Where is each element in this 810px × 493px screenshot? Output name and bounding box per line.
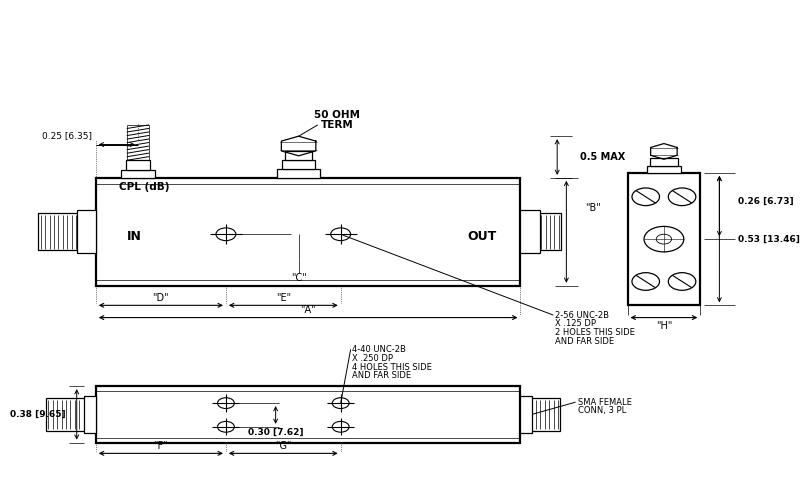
Text: X .125 DP: X .125 DP <box>555 319 596 328</box>
Text: 4 HOLES THIS SIDE: 4 HOLES THIS SIDE <box>352 362 432 372</box>
Bar <box>126 160 150 170</box>
Text: 0.26 [6.73]: 0.26 [6.73] <box>739 197 794 206</box>
Text: TERM: TERM <box>321 120 353 130</box>
Bar <box>282 160 315 169</box>
Bar <box>96 386 521 443</box>
Bar <box>277 169 320 178</box>
Bar <box>127 125 149 160</box>
Text: "E": "E" <box>275 293 291 303</box>
Bar <box>650 158 678 166</box>
Text: IN: IN <box>126 230 141 243</box>
Text: "C": "C" <box>291 273 306 283</box>
Text: 2-56 UNC-2B: 2-56 UNC-2B <box>555 311 609 319</box>
Bar <box>628 173 701 305</box>
Text: AND FAR SIDE: AND FAR SIDE <box>555 337 614 346</box>
Text: 0.30 [7.62]: 0.30 [7.62] <box>248 428 304 437</box>
Bar <box>521 213 561 250</box>
Text: AND FAR SIDE: AND FAR SIDE <box>352 371 411 381</box>
Text: 0.38 [9.65]: 0.38 [9.65] <box>10 410 66 419</box>
Text: "D": "D" <box>152 293 169 303</box>
Text: CONN, 3 PL: CONN, 3 PL <box>578 406 626 416</box>
Bar <box>647 166 680 173</box>
Text: SMA FEMALE: SMA FEMALE <box>578 398 632 407</box>
Bar <box>122 170 155 178</box>
Text: OUT: OUT <box>467 230 497 243</box>
Text: "G": "G" <box>275 441 292 451</box>
Bar <box>521 210 539 253</box>
Text: "B": "B" <box>586 203 601 213</box>
Text: "H": "H" <box>656 321 672 331</box>
Bar <box>77 210 96 253</box>
Bar <box>84 396 96 433</box>
Text: CPL (dB): CPL (dB) <box>119 182 169 192</box>
Text: 0.5 MAX: 0.5 MAX <box>580 152 625 162</box>
Text: "F": "F" <box>154 441 168 451</box>
Bar <box>521 396 532 433</box>
Bar <box>521 398 561 430</box>
Text: "A": "A" <box>301 305 316 315</box>
Text: X .250 DP: X .250 DP <box>352 354 393 363</box>
Bar <box>39 213 79 250</box>
Text: 4-40 UNC-2B: 4-40 UNC-2B <box>352 345 406 354</box>
Text: 2 HOLES THIS SIDE: 2 HOLES THIS SIDE <box>555 328 635 337</box>
Bar <box>46 398 86 430</box>
Bar <box>285 151 313 160</box>
Text: 0.53 [13.46]: 0.53 [13.46] <box>739 235 800 244</box>
Text: 0.25 [6.35]: 0.25 [6.35] <box>42 131 92 140</box>
Bar <box>96 178 521 286</box>
Text: 50 OHM: 50 OHM <box>313 110 360 120</box>
